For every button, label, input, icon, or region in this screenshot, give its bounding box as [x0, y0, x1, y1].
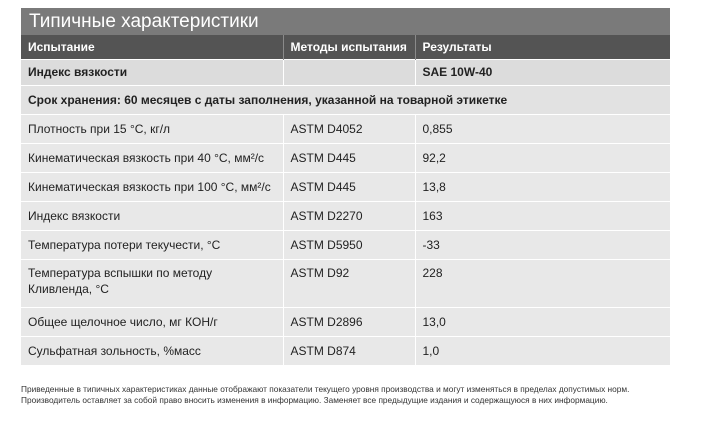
header-result: Результаты: [415, 35, 670, 59]
row-method: ASTM D2896: [283, 306, 416, 336]
header-method: Методы испытания: [283, 35, 416, 59]
footnote: Приведенные в типичных характеристиках д…: [21, 384, 630, 405]
shelf-life-text: Срок хранения: 60 месяцев с даты заполне…: [21, 84, 670, 114]
row-result: 163: [415, 200, 670, 230]
row-test: Индекс вязкости: [21, 200, 284, 230]
row-result: 228: [415, 258, 670, 307]
row-test: Плотность при 15 °C, кг/л: [21, 113, 284, 143]
row-test: Кинематическая вязкость при 100 °C, мм²/…: [21, 171, 284, 201]
row-test: Температура вспышки по методу Кливленда,…: [21, 258, 284, 307]
row-test: Кинематическая вязкость при 40 °C, мм²/с: [21, 142, 284, 172]
row-test: Температура потери текучести, °C: [21, 229, 284, 259]
viscosity-grade-label: Индекс вязкости: [21, 58, 284, 85]
table-row: Общее щелочное число, мг КОН/г ASTM D289…: [21, 306, 670, 336]
row-result: 92,2: [415, 142, 670, 172]
row-result: -33: [415, 229, 670, 259]
row-method: ASTM D4052: [283, 113, 416, 143]
table-row: Кинематическая вязкость при 100 °C, мм²/…: [21, 171, 670, 201]
row-method: ASTM D445: [283, 171, 416, 201]
row-result: 1,0: [415, 335, 670, 365]
table-row: Индекс вязкости ASTM D2270 163: [21, 200, 670, 230]
viscosity-grade-value: SAE 10W-40: [415, 58, 670, 85]
row-method: ASTM D5950: [283, 229, 416, 259]
table-row: Плотность при 15 °C, кг/л ASTM D4052 0,8…: [21, 113, 670, 143]
characteristics-table-block: Типичные характеристики Испытание Методы…: [21, 8, 670, 365]
table-row: Температура вспышки по методу Кливленда,…: [21, 258, 670, 307]
row-test: Общее щелочное число, мг КОН/г: [21, 306, 284, 336]
row-method: ASTM D445: [283, 142, 416, 172]
row-test: Сульфатная зольность, %масс: [21, 335, 284, 365]
row-method: ASTM D2270: [283, 200, 416, 230]
table-row: Температура потери текучести, °C ASTM D5…: [21, 229, 670, 259]
table-row: Кинематическая вязкость при 40 °C, мм²/с…: [21, 142, 670, 172]
row-result: 0,855: [415, 113, 670, 143]
viscosity-grade-row: Индекс вязкости SAE 10W-40: [21, 58, 670, 85]
table-title: Типичные характеристики: [21, 8, 670, 35]
shelf-life-row: Срок хранения: 60 месяцев с даты заполне…: [21, 84, 670, 114]
row-test-text: Температура вспышки по методу Кливленда,…: [28, 265, 213, 296]
row-method: ASTM D92: [283, 258, 416, 307]
table-row: Сульфатная зольность, %масс ASTM D874 1,…: [21, 335, 670, 365]
row-method: ASTM D874: [283, 335, 416, 365]
row-result: 13,0: [415, 306, 670, 336]
table-header-row: Испытание Методы испытания Результаты: [21, 35, 670, 59]
characteristics-table: Испытание Методы испытания Результаты Ин…: [21, 35, 670, 365]
viscosity-grade-method: [283, 58, 416, 85]
row-result: 13,8: [415, 171, 670, 201]
header-test: Испытание: [21, 35, 284, 59]
